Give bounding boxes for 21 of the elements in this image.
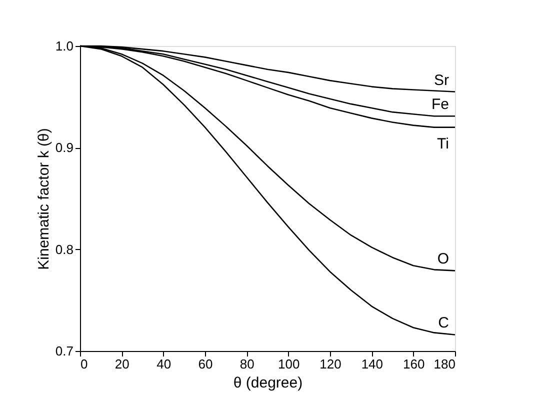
x-tick-label: 180: [434, 356, 456, 372]
y-tick-label: 0.9: [55, 140, 74, 156]
y-tick-label: 1.0: [55, 38, 74, 54]
x-axis-title: θ (degree): [233, 374, 303, 392]
x-tick-label: 60: [198, 356, 213, 372]
series-label: O: [437, 250, 449, 268]
x-tick-label: 0: [80, 356, 88, 372]
x-tick-label: 40: [156, 356, 172, 372]
x-tick-label: 80: [240, 356, 254, 372]
y-axis-title: Kinematic factor k (θ): [35, 128, 52, 270]
x-tick-label: 140: [361, 356, 384, 372]
series-label: Ti: [437, 135, 449, 152]
series-label: C: [438, 314, 450, 332]
x-tick-label: 160: [402, 356, 425, 372]
series-label: Sr: [434, 72, 450, 89]
x-tick-label: 100: [278, 356, 300, 372]
x-tick-label: 20: [114, 356, 130, 372]
y-tick-label: 0.8: [55, 242, 74, 257]
y-tick-label: 0.7: [55, 344, 74, 358]
series-label: Fe: [431, 96, 449, 114]
x-tick-label: 120: [320, 356, 342, 372]
